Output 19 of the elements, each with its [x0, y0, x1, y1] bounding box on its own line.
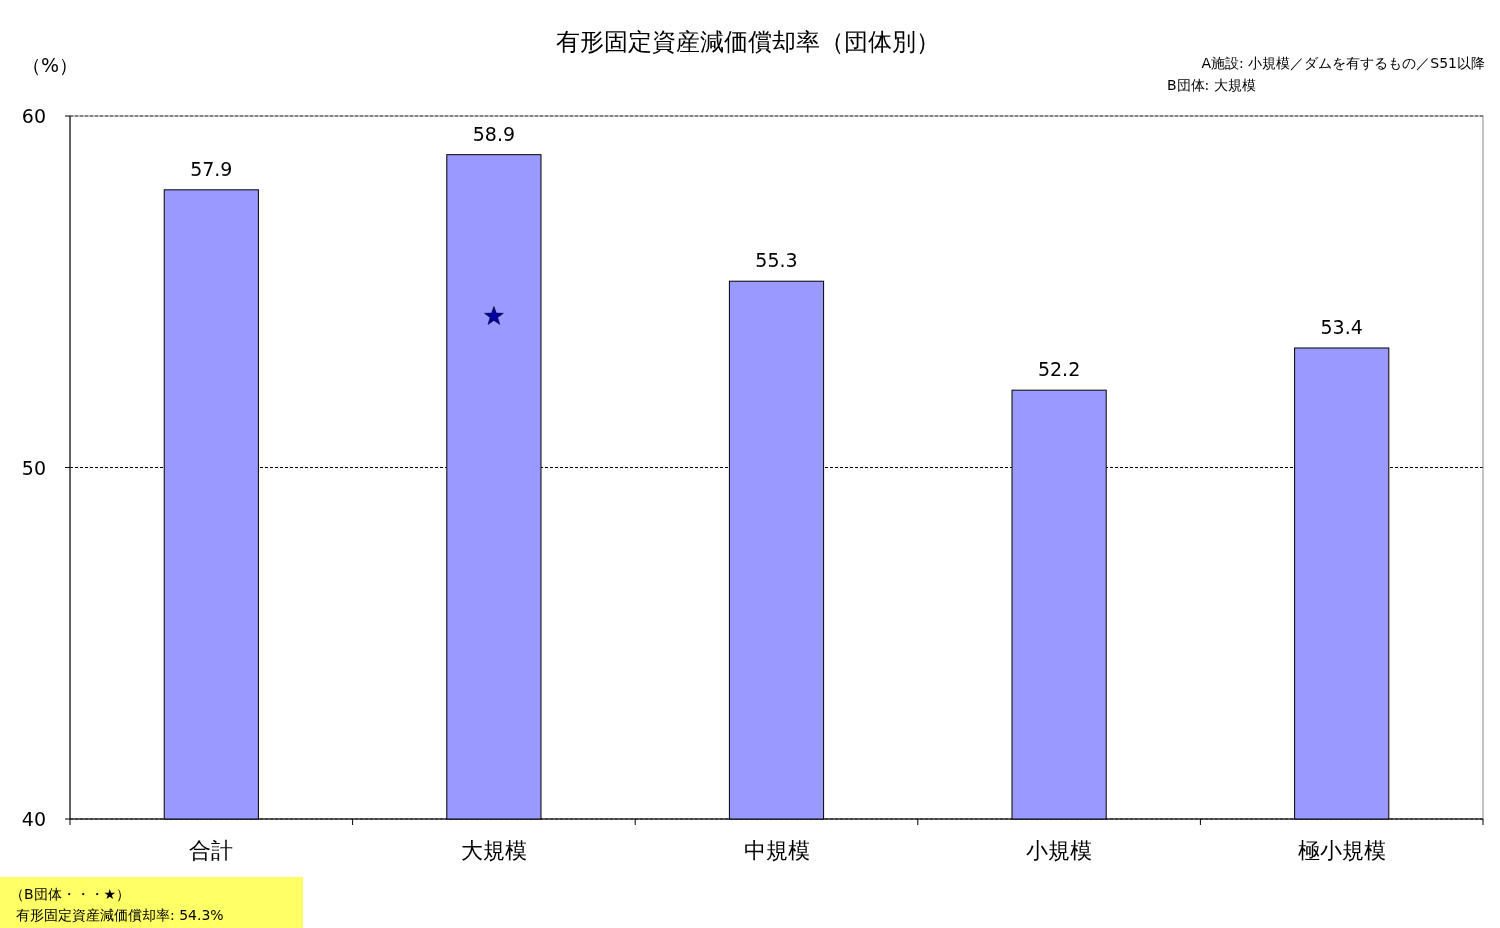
y-axis-title: （%）	[22, 54, 79, 76]
x-tick-label: 中規模	[743, 838, 810, 863]
text: A施設: 小規模／ダムを有するもの／S51以降	[1201, 55, 1485, 71]
x-tick-label: 極小規模	[1297, 838, 1386, 863]
data-label: 57.9	[190, 157, 233, 180]
y-tick-label: 60	[21, 105, 46, 127]
text: B団体: 大規模	[1167, 77, 1256, 93]
data-label: 53.4	[1320, 315, 1363, 338]
data-label: 52.2	[1037, 358, 1081, 381]
x-tick-label: 大規模	[460, 838, 527, 863]
text: 有形固定資産減価償却率: 54.3%	[16, 907, 224, 923]
chart-title: 有形固定資産減価償却率（団体別）	[556, 28, 940, 56]
y-tick-label: 50	[21, 456, 46, 479]
text: （B団体・・・★）	[10, 886, 131, 902]
x-tick-label: 合計	[189, 838, 234, 863]
data-label: 58.9	[472, 122, 516, 145]
y-tick-label: 40	[21, 808, 46, 830]
x-tick-label: 小規模	[1026, 838, 1093, 863]
data-label: 55.3	[755, 249, 798, 272]
